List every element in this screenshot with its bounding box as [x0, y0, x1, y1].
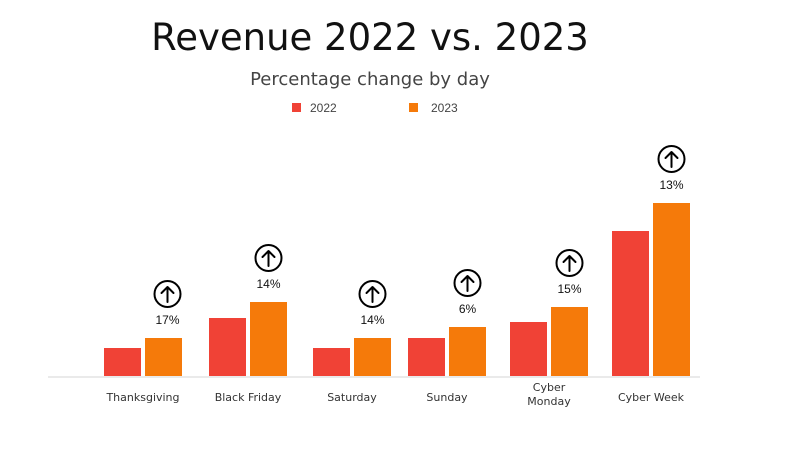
arrow-up-glyph — [460, 275, 475, 292]
legend-label-2023: 2023 — [431, 101, 458, 115]
legend-swatch-2022 — [292, 103, 301, 112]
x-tick-label: Cyber Week — [618, 391, 685, 404]
x-tick-label: Cyber Monday — [527, 381, 571, 408]
legend-swatch-2023 — [409, 103, 418, 112]
arrow-up-glyph — [261, 250, 276, 267]
bar-2023-saturday — [354, 338, 391, 376]
percent-change-label: 6% — [459, 302, 477, 316]
percent-change-label: 13% — [659, 178, 683, 192]
arrow-up-glyph — [160, 286, 175, 303]
chart-title: Revenue 2022 vs. 2023 — [151, 16, 589, 59]
percent-change-label: 14% — [360, 313, 384, 327]
x-tick-label: Sunday — [426, 391, 468, 404]
bar-2022-black-friday — [209, 318, 246, 376]
bar-2023-cyber-week — [653, 203, 690, 376]
arrow-up-glyph — [562, 255, 577, 272]
percent-change-label: 15% — [557, 282, 581, 296]
arrow-up-glyph — [664, 151, 679, 168]
chart-subtitle: Percentage change by day — [250, 69, 490, 90]
x-tick-label: Black Friday — [215, 391, 282, 404]
bar-2022-saturday — [313, 348, 350, 376]
bar-2022-cyber-monday — [510, 322, 547, 376]
bar-2023-black-friday — [250, 302, 287, 376]
bar-2023-sunday — [449, 327, 486, 376]
bar-2022-cyber-week — [612, 231, 649, 376]
arrow-up-glyph — [365, 286, 380, 303]
x-tick-label: Thanksgiving — [105, 391, 179, 404]
bar-2022-thanksgiving — [104, 348, 141, 376]
bar-2022-sunday — [408, 338, 445, 376]
percent-change-label: 14% — [256, 277, 280, 291]
percent-change-label: 17% — [155, 313, 179, 327]
bar-2023-cyber-monday — [551, 307, 588, 376]
bar-2023-thanksgiving — [145, 338, 182, 376]
x-tick-label: Saturday — [327, 391, 377, 404]
legend-label-2022: 2022 — [310, 101, 337, 115]
